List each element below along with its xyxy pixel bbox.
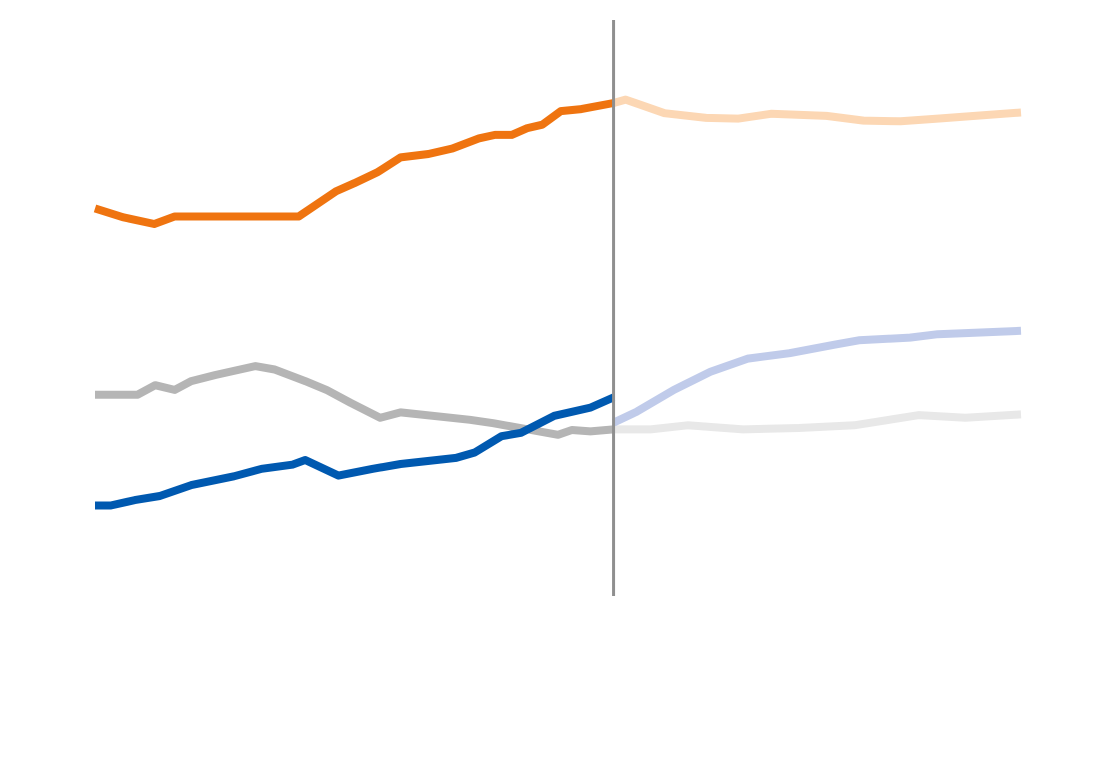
series-1-actual-line bbox=[93, 99, 615, 228]
series-3-actual-line bbox=[95, 393, 616, 510]
series-layer bbox=[93, 95, 1022, 510]
series-2-actual-line bbox=[95, 362, 614, 439]
series-2-projected-line bbox=[613, 410, 1022, 434]
series-1-projected-line bbox=[612, 95, 1022, 126]
series-3-projected-line bbox=[611, 326, 1022, 427]
